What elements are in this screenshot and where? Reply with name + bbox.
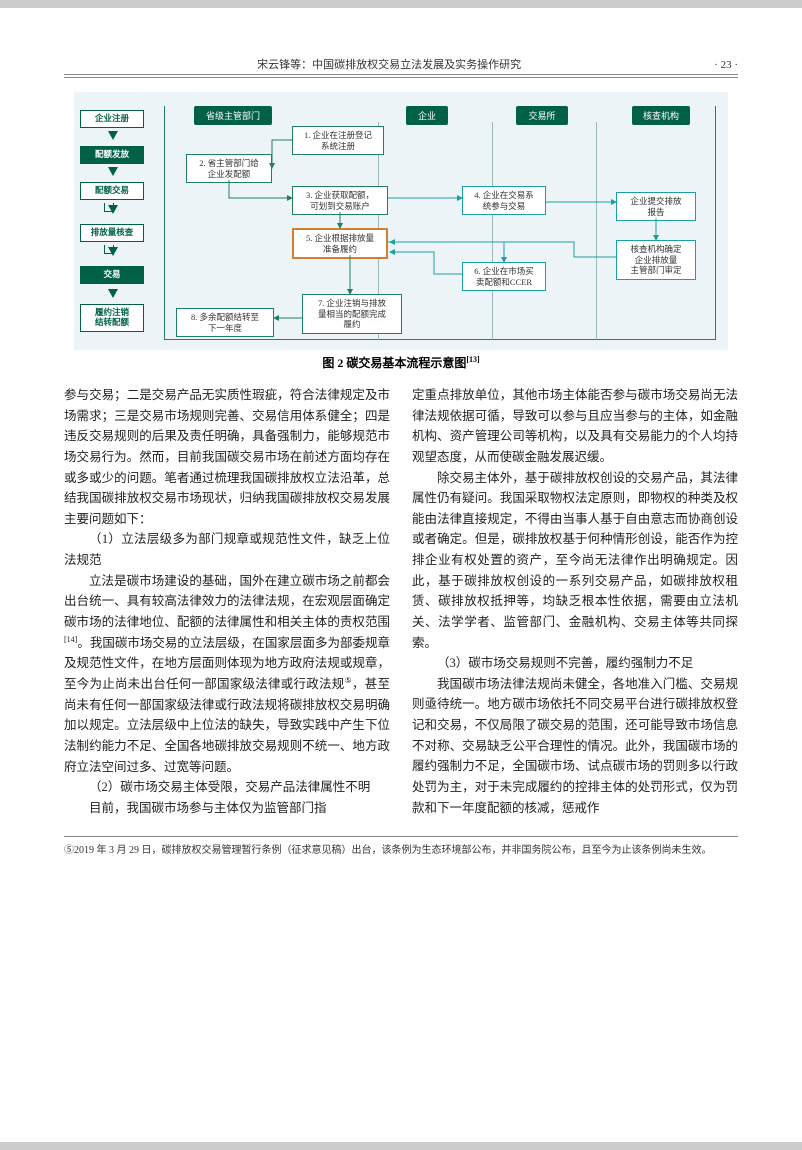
para: 目前，我国碳市场参与主体仅为监管部门指: [64, 798, 390, 819]
swimlane-border: [164, 106, 716, 340]
fc-box: 1. 企业在注册登记 系统注册: [292, 126, 384, 155]
fc-box: 8. 多余配额结转至 下一年度: [176, 308, 274, 337]
col-hdr: 核查机构: [632, 106, 690, 125]
swimlane-div-2: [492, 122, 493, 340]
page: 宋云锋等：中国碳排放权交易立法发展及实务操作研究 · 23 · 省级主管部门 企…: [0, 8, 802, 1142]
fc-box: 企业提交排放 报告: [616, 192, 696, 221]
fc-box: 7. 企业注销与排放 量相当的配额完成 履约: [302, 294, 402, 334]
para: 除交易主体外，基于碳排放权创设的交易产品，其法律属性仍有疑问。我国采取物权法定原…: [412, 468, 738, 654]
fc-box: 2. 省主管部门给 企业发配额: [186, 154, 272, 183]
stage-box: 排放量核查: [80, 224, 144, 242]
left-column: 参与交易；二是交易产品无实质性瑕疵，符合法律规定及市场需求；三是交易市场规则完善…: [64, 385, 390, 818]
right-column: 定重点排放单位，其他市场主体能否参与碳市场交易尚无法律法规依据可循，导致可以参与…: [412, 385, 738, 818]
arrow-down-icon: [108, 167, 118, 176]
fc-box: 核查机构确定 企业排放量 主管部门审定: [616, 240, 696, 280]
page-number: · 23 ·: [714, 59, 738, 71]
para: 立法是碳市场建设的基础，国外在建立碳市场之前都会出台统一、具有较高法律效力的法律…: [64, 571, 390, 778]
arrow-down-icon: [108, 289, 118, 298]
page-header: 宋云锋等：中国碳排放权交易立法发展及实务操作研究 · 23 ·: [64, 56, 738, 72]
fc-box: 6. 企业在市场买 卖配额和CCER: [462, 262, 546, 291]
fc-box: 3. 企业获取配额， 可划到交易账户: [292, 186, 388, 215]
para: 定重点排放单位，其他市场主体能否参与碳市场交易尚无法律法规依据可循，导致可以参与…: [412, 385, 738, 468]
stage-box: 配额交易: [80, 182, 144, 200]
swimlane-div-3: [596, 122, 597, 340]
header-rule-bottom: [64, 77, 738, 78]
stage-box: 配额发放: [80, 146, 144, 164]
subhead: （1）立法层级多为部门规章或规范性文件，缺乏上位法规范: [64, 529, 390, 570]
flowchart: 省级主管部门 企业 交易所 核查机构 企业注册 配额发放 配额交易 排放量核查 …: [74, 92, 728, 350]
figure-caption: 图 2 碳交易基本流程示意图[13]: [64, 354, 738, 371]
stage-box: 履约注销 结转配额: [80, 304, 144, 332]
footnote-marker: ⑤: [64, 845, 74, 856]
header-rule-top: [64, 74, 738, 75]
arrow-down-icon: [108, 131, 118, 140]
col-hdr: 交易所: [516, 106, 568, 125]
subhead: （2）碳市场交易主体受限，交易产品法律属性不明: [64, 777, 390, 798]
stage-box: 企业注册: [80, 110, 144, 128]
fc-box: 4. 企业在交易系 统参与交易: [462, 186, 546, 215]
col-hdr: 企业: [406, 106, 448, 125]
running-title: 宋云锋等：中国碳排放权交易立法发展及实务操作研究: [257, 56, 521, 72]
stage-box: 交易: [80, 266, 144, 284]
col-hdr: 省级主管部门: [194, 106, 272, 125]
para: 参与交易；二是交易产品无实质性瑕疵，符合法律规定及市场需求；三是交易市场规则完善…: [64, 385, 390, 529]
footnote-text: 2019 年 3 月 29 日，碳排放权交易管理暂行条例（征求意见稿）出台，该条…: [74, 845, 712, 856]
subhead: （3）碳市场交易规则不完善，履约强制力不足: [412, 653, 738, 674]
fc-box: 5. 企业根据排放量 准备履约: [292, 228, 388, 259]
body-columns: 参与交易；二是交易产品无实质性瑕疵，符合法律规定及市场需求；三是交易市场规则完善…: [64, 385, 738, 818]
footnote: ⑤2019 年 3 月 29 日，碳排放权交易管理暂行条例（征求意见稿）出台，该…: [64, 837, 738, 858]
para: 我国碳市场法律法规尚未健全，各地准入门槛、交易规则亟待统一。地方碳市场依托不同交…: [412, 674, 738, 818]
